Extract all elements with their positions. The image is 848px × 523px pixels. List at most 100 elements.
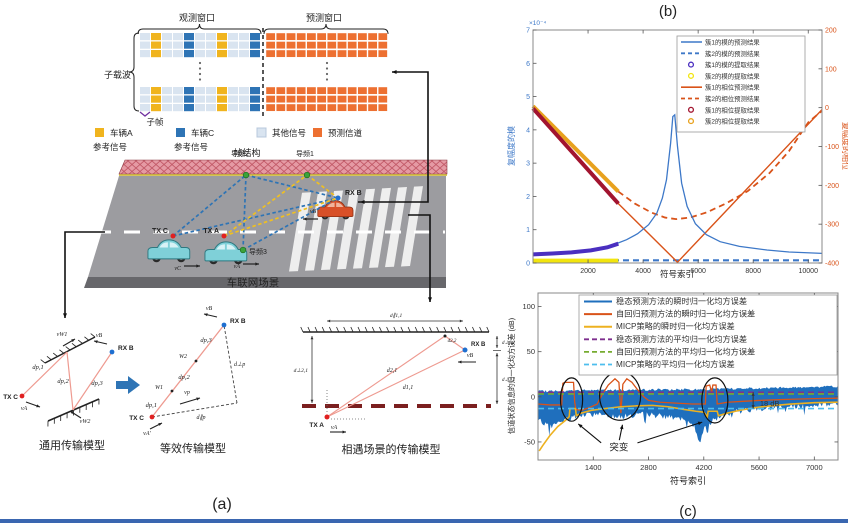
arrowhead-icon [255, 262, 259, 266]
rxb-label: RX B [118, 345, 134, 352]
subframe-label: 子帧 [146, 117, 164, 127]
ellipsis-dots-icon [325, 61, 329, 65]
grid-cell-obs [217, 104, 227, 112]
grid-cell-obs [162, 104, 172, 112]
signal-ray-yellow [223, 197, 339, 237]
arrowhead-icon [427, 297, 433, 302]
arrowhead-icon [751, 405, 755, 409]
arrowhead-icon [495, 400, 499, 404]
y-left-tick-label: 5 [526, 94, 530, 101]
grid-cell-obs [206, 95, 216, 103]
wall-hatch [429, 326, 433, 333]
car [147, 239, 191, 263]
legend-entry-label: 簇2的相位提取结果 [705, 117, 760, 126]
panel-c-chart: 1400 2800 4200 5600 7000 -50 0 50 100 符号索引 信道状态信息的… [507, 292, 839, 520]
x-tick-label: 6000 [690, 268, 706, 275]
grid-cell-obs [184, 33, 194, 41]
y-tick-label: 0 [531, 392, 535, 401]
y-left-tick-label: 6 [526, 61, 530, 68]
y-right-tick-label: 0 [825, 105, 829, 112]
grid-cell-obs [250, 50, 260, 58]
polyline [408, 214, 431, 302]
grid-cell-obs [173, 104, 183, 112]
transform-arrow-icon [116, 376, 140, 394]
x-axis-label: 符号索引 [660, 269, 694, 279]
grid-cell-obs [140, 33, 150, 41]
path-segment [326, 349, 466, 418]
brace [128, 32, 140, 112]
grid-cell-pred [286, 95, 296, 103]
wall-hatch [414, 326, 418, 333]
grid-cell-pred [378, 103, 388, 112]
highlight-ellipse [559, 377, 584, 422]
grid-cell-obs [228, 41, 238, 49]
model-general: TX C RX B dp,1 dp,2 dp,3 vA vB vW1 vW2 通用传输模型 [3, 332, 134, 452]
legend-entry-label: 自回归预测方法的瞬时归一化均方误差 [616, 309, 755, 319]
grid-cell-pred [296, 86, 307, 95]
grid-cell-obs [184, 104, 194, 112]
grid-cell-obs [140, 50, 150, 58]
dp2-label: dp,2 [57, 378, 69, 385]
grid-cell-pred [296, 41, 307, 49]
dp2-label: dp,2 [178, 374, 190, 381]
legend-text: 预测信道 [328, 128, 363, 138]
y-left-tick-label: 3 [526, 161, 530, 168]
dp3-label: dp,3 [200, 337, 212, 344]
car [204, 241, 248, 265]
txc-dot-icon [149, 414, 155, 420]
grid-cell-pred [296, 95, 307, 103]
arrowhead-icon [495, 353, 499, 357]
dashed-guide [223, 324, 238, 404]
vb-label: vB [310, 209, 317, 215]
grid-cell-pred [265, 32, 276, 41]
rxb-label: RX B [345, 190, 362, 197]
series-5 [617, 110, 823, 221]
grid-cell-obs [228, 87, 238, 95]
txc-label: TX C [152, 228, 168, 235]
plot-box [537, 292, 839, 461]
ellipsis-dots-icon [325, 67, 329, 70]
legend-entry-label: 簇1的模的预测结果 [705, 38, 760, 47]
signal-ray-yellow [223, 174, 308, 237]
y-left-tick-label: 4 [526, 127, 530, 134]
car-window [159, 242, 168, 248]
wall-hatch [300, 326, 304, 333]
grid-cell-pred [347, 41, 358, 49]
grid-cell-obs [173, 41, 183, 49]
grid-cell-obs [140, 87, 150, 95]
grid-cell-pred [327, 103, 337, 112]
legend-entry-label: 稳态预测方法的平均归一化均方误差 [616, 334, 747, 344]
dperp21-label: d⊥2,1 [294, 368, 309, 374]
rxb-label: RX B [471, 342, 486, 348]
series-7 [531, 104, 620, 193]
vw2-label: vW2 [80, 419, 91, 425]
pilot3-label: 导频3 [249, 247, 267, 256]
polyline [358, 71, 429, 203]
wall-hatch [59, 349, 64, 354]
legend-entry-label: 自回归预测方法的平均归一化均方误差 [616, 346, 755, 356]
grid-cell-pred [337, 103, 347, 112]
grid-cell-obs [250, 41, 260, 49]
grid-cell-obs [239, 95, 249, 103]
txc-label: TX C [129, 415, 144, 422]
grid-cell-pred [347, 32, 358, 41]
dp1-label: dp,1 [32, 364, 43, 371]
legend-entry-label: 簇2的模的预测结果 [705, 49, 760, 58]
y-right-tick-label: 100 [825, 66, 837, 73]
grid-cell-pred [276, 103, 286, 112]
grid-cell-pred [306, 103, 317, 112]
grid-cell-pred [286, 32, 296, 41]
va-label: vA [234, 264, 241, 270]
y-right-tick-label: -400 [825, 261, 839, 268]
grid-cell-pred [347, 103, 358, 112]
vb-label: vB [467, 353, 474, 359]
car-window [169, 242, 179, 248]
va-label: vA [331, 425, 338, 431]
grid-cell-pred [306, 41, 317, 49]
signal-ray-blue [172, 174, 247, 237]
grid-cell-obs [195, 41, 205, 49]
y-right-tick-label: -300 [825, 222, 839, 229]
grid-cell-obs [250, 87, 260, 95]
grid-cell-pred [306, 95, 317, 103]
legend-entry-label: 簇1的模的提取结果 [705, 60, 760, 69]
